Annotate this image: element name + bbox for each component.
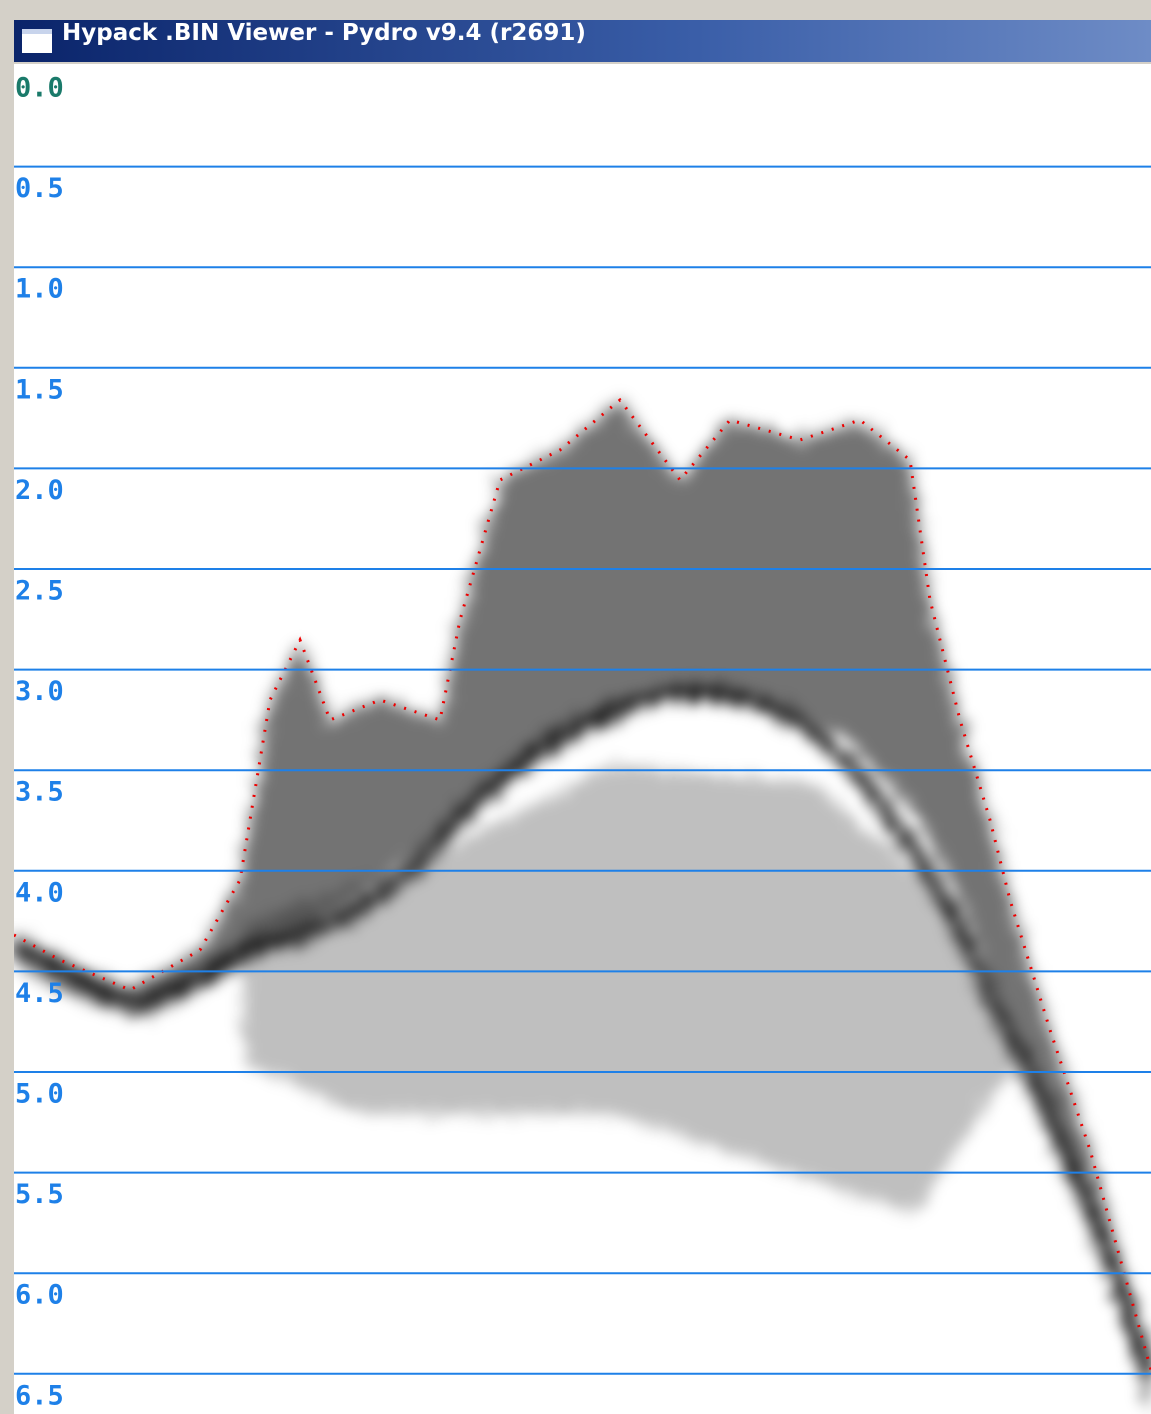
depth-label: 1.5	[15, 374, 64, 405]
depth-label: 2.5	[15, 576, 64, 607]
depth-label: 0.0	[15, 73, 64, 104]
window-icon	[22, 29, 52, 53]
depth-scale: 0.0 0.5 1.0 1.5 2.0 2.5 3.0 3.5 4.0 4.5 5.0 5.5 6.0 6…	[14, 73, 1151, 1411]
depth-label: 0.5	[15, 173, 64, 204]
depth-label: 3.5	[15, 777, 64, 808]
depth-label: 6.5	[15, 1380, 64, 1411]
depth-label: 3.0	[15, 676, 64, 707]
title-bar: Hypack .BIN Viewer - Pydro v9.4 (r2691)	[14, 20, 1151, 62]
depth-label: 4.5	[15, 978, 64, 1009]
depth-label: 5.0	[15, 1079, 64, 1110]
echogram-view: 0.0 0.5 1.0 1.5 2.0 2.5 3.0 3.5 4.0 4.5 5.0 5.5 6.0 6…	[14, 64, 1151, 1414]
digitized-bottom	[14, 397, 1151, 1371]
depth-label: 6.0	[15, 1280, 64, 1311]
depth-label: 1.0	[15, 274, 64, 305]
depth-label: 4.0	[15, 877, 64, 908]
depth-label: 5.5	[15, 1179, 64, 1210]
window-title: Hypack .BIN Viewer - Pydro v9.4 (r2691)	[62, 20, 586, 46]
echogram-returns	[14, 400, 1151, 1414]
depth-label: 2.0	[15, 475, 64, 506]
